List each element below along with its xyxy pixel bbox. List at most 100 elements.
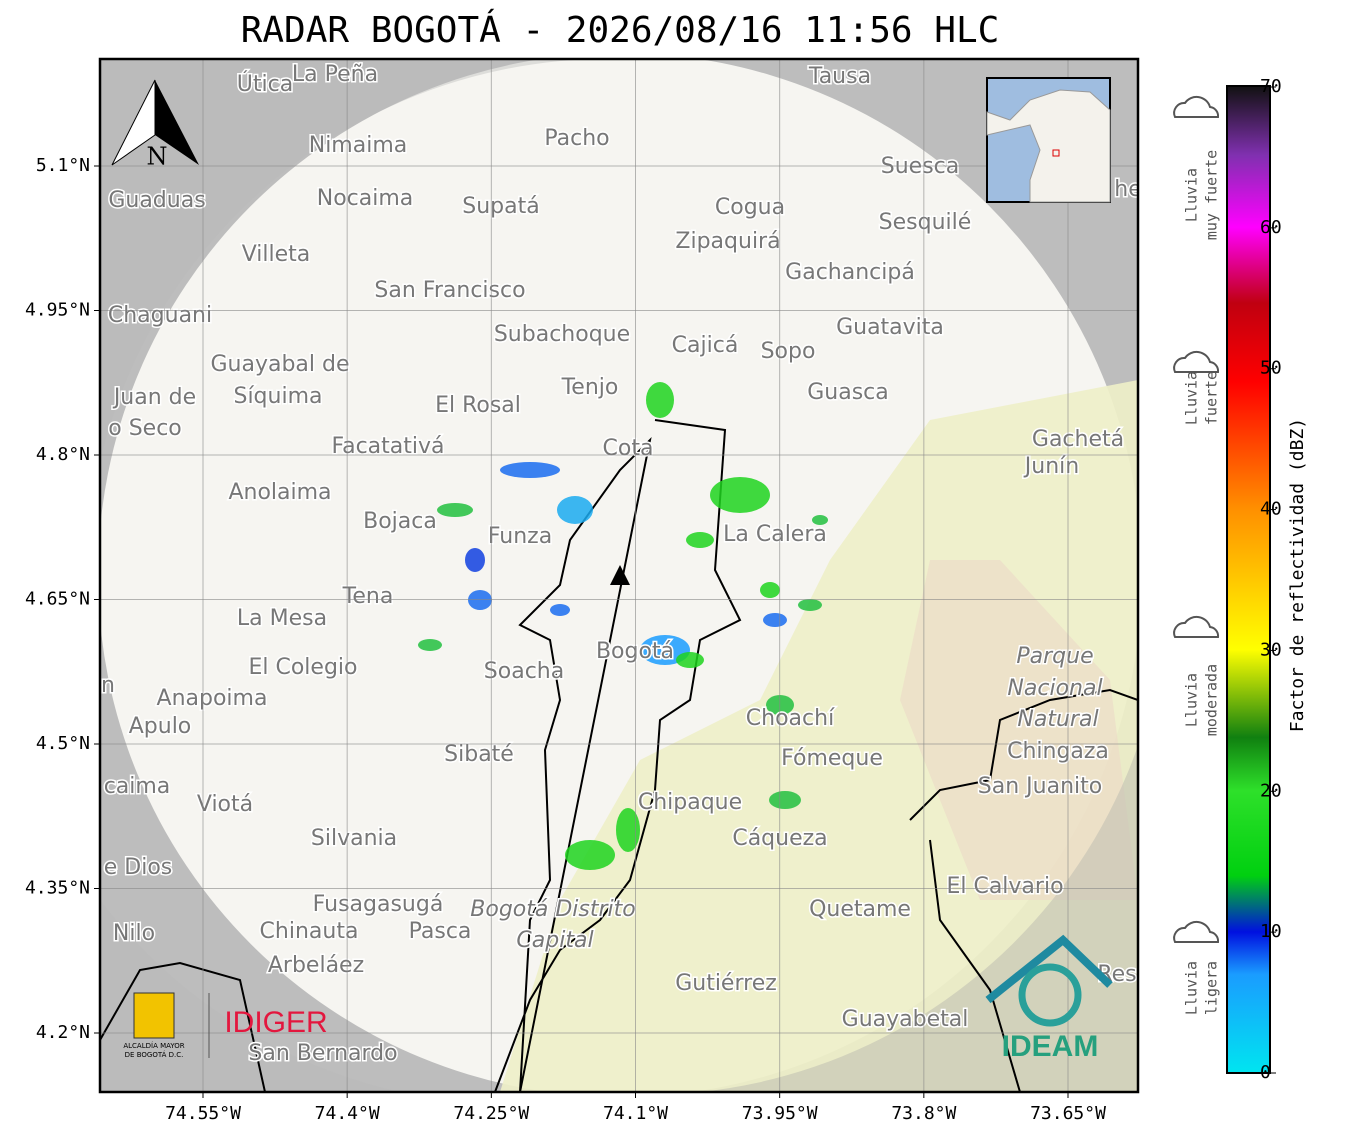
place-label: Nacional: [1007, 676, 1102, 701]
place-label: Choachí: [746, 706, 835, 731]
colorbar-tick-label: 50: [1260, 358, 1282, 379]
legend-label: Lluvia: [1183, 371, 1201, 425]
echo: [798, 599, 822, 611]
echo: [769, 791, 801, 809]
lat-tick-label: 4.95°N: [25, 300, 90, 321]
colorbar-tick-label: 20: [1260, 780, 1282, 801]
place-label: Guayabetal: [842, 1007, 969, 1032]
place-label: Guaduas: [108, 188, 205, 213]
place-label: Gachetá: [1032, 427, 1124, 452]
place-label: San Juanito: [978, 774, 1102, 799]
place-label: Pacho: [544, 126, 609, 151]
place-label: Cajicá: [672, 333, 739, 358]
place-label: Funza: [488, 524, 552, 549]
place-label: he: [1114, 177, 1141, 202]
place-label: La Calera: [723, 522, 827, 547]
place-label: o Seco: [108, 416, 182, 441]
place-label: Cogua: [715, 195, 785, 220]
rain-icon: [1173, 95, 1220, 118]
echo: [550, 604, 570, 616]
place-label: Apulo: [129, 714, 192, 739]
lat-tick-label: 4.8°N: [36, 444, 90, 465]
echo: [616, 808, 640, 852]
rain-icon: [1173, 920, 1220, 943]
place-label: Anolaima: [228, 480, 331, 505]
colorbar: [1226, 85, 1271, 1074]
colorbar-tick-label: 40: [1260, 499, 1282, 520]
place-label: Fusagasugá: [313, 892, 444, 917]
alcaldia-logo: ALCALDÍA MAYOR: [123, 1041, 184, 1050]
place-label: Subachoque: [494, 322, 630, 347]
radar-site: [610, 565, 630, 585]
echo: [646, 382, 674, 418]
place-label: Junín: [1023, 454, 1079, 479]
place-label: San Bernardo: [248, 1041, 397, 1066]
place-label: Fómeque: [781, 746, 883, 771]
place-label: Gutiérrez: [675, 971, 777, 996]
rain-icon: [1173, 350, 1220, 373]
place-label: Silvania: [311, 826, 397, 851]
place-label: e Dios: [104, 855, 173, 880]
place-label: Chipaque: [638, 790, 742, 815]
place-label: San Francisco: [374, 278, 525, 303]
lon-tick-label: 74.25°W: [453, 1103, 529, 1124]
place-label: Nimaima: [309, 133, 408, 158]
lat-tick-label: 4.65°N: [25, 589, 90, 610]
place-label: La Mesa: [237, 606, 327, 631]
place-label: Tenjo: [561, 375, 619, 400]
echo: [812, 515, 828, 525]
place-label: Arbeláez: [268, 953, 364, 978]
lon-tick-label: 73.95°W: [742, 1103, 818, 1124]
echo: [763, 613, 787, 627]
echo: [676, 652, 704, 668]
place-label: Pasca: [409, 919, 472, 944]
lat-tick-label: 5.1°N: [36, 155, 90, 176]
place-label: Juan de: [112, 385, 196, 410]
lat-tick-label: 4.35°N: [25, 878, 90, 899]
alcaldia-logo: DE BOGOTÁ D.C.: [125, 1050, 184, 1059]
radar-echoes: [418, 382, 828, 870]
place-label: Viotá: [197, 792, 253, 817]
colorbar-label: Factor de reflectividad (dBZ): [1287, 418, 1308, 732]
place-label: Guayabal de: [210, 352, 349, 377]
place-label: Villeta: [242, 242, 311, 267]
map-frame: [98, 57, 1140, 1094]
north-label: N: [147, 143, 168, 171]
echo: [565, 840, 615, 870]
echo: [710, 477, 770, 513]
place-label: Sibaté: [444, 742, 514, 767]
place-label: Soacha: [484, 659, 564, 684]
inset-map: [986, 77, 1111, 203]
echo: [465, 548, 485, 572]
echo: [418, 639, 442, 651]
colorbar-tick-label: 0: [1260, 1062, 1271, 1083]
place-label: Anapoima: [157, 686, 268, 711]
legend-label: muy fuerte: [1203, 150, 1221, 240]
place-label: n: [101, 673, 115, 698]
place-label: La Peña: [292, 62, 378, 87]
legend-label: moderada: [1203, 664, 1221, 736]
place-label: El Colegio: [248, 655, 357, 680]
legend-label: Lluvia: [1183, 168, 1201, 222]
place-label: Nocaima: [317, 186, 414, 211]
lat-tick-label: 4.2°N: [36, 1022, 90, 1043]
logos: ALCALDÍA MAYOR DE BOGOTÁ D.C. IDIGER IDE…: [123, 934, 1113, 1063]
echo: [437, 503, 473, 517]
place-label: El Rosal: [435, 393, 521, 418]
place-label: Guatavita: [836, 315, 944, 340]
echo: [686, 532, 714, 548]
title: RADAR BOGOTÁ - 2026/08/16 11:56 HLC: [241, 9, 1000, 51]
echo: [760, 582, 780, 598]
ideam-logo: IDEAM: [1002, 1030, 1099, 1063]
lon-tick-label: 73.65°W: [1030, 1103, 1106, 1124]
lon-tick-label: 73.8°W: [891, 1103, 956, 1124]
colorbar-tick-label: 10: [1260, 921, 1282, 942]
legend-label: ligera: [1203, 961, 1221, 1015]
place-label: Sopo: [761, 339, 816, 364]
place-label: Zipaquirá: [675, 229, 780, 254]
lon-tick-label: 74.55°W: [165, 1103, 241, 1124]
place-label: Parque: [1016, 644, 1093, 669]
place-label: Bogotá Distrito: [470, 897, 635, 922]
